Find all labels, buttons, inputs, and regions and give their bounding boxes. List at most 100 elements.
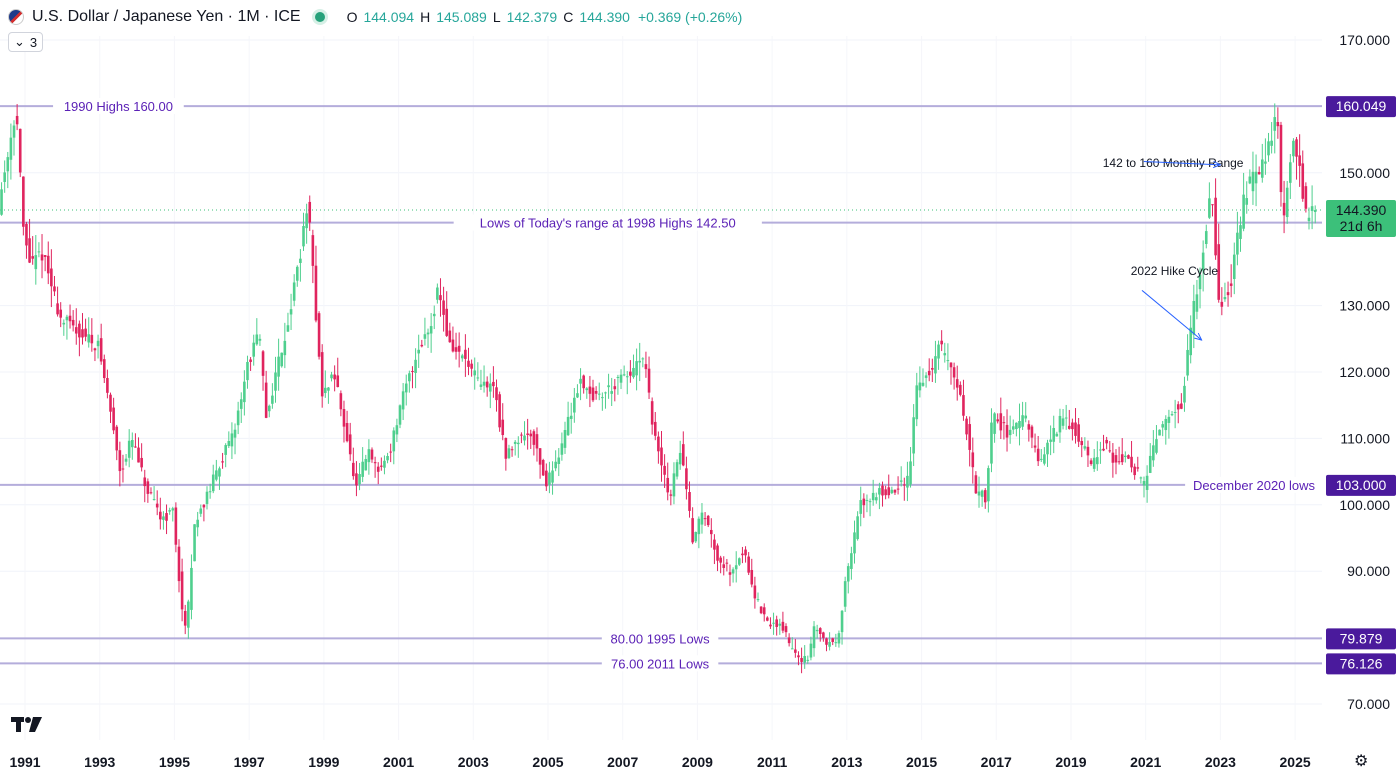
horizontal-levels bbox=[0, 105, 1322, 665]
candle bbox=[974, 471, 978, 494]
candle bbox=[532, 429, 536, 456]
candle-body bbox=[1245, 198, 1249, 205]
candle-body bbox=[1021, 415, 1024, 427]
candle bbox=[1024, 402, 1028, 423]
candle-body bbox=[809, 643, 813, 658]
candle-body bbox=[943, 353, 947, 356]
candle-body bbox=[781, 621, 785, 631]
candle bbox=[6, 151, 10, 189]
candle bbox=[246, 355, 249, 389]
candle bbox=[669, 489, 673, 506]
candle-body bbox=[258, 338, 262, 341]
candle bbox=[504, 437, 508, 471]
candle-body bbox=[59, 309, 63, 318]
time-tick-label: 1991 bbox=[9, 754, 40, 770]
candle bbox=[1248, 169, 1252, 185]
candle bbox=[417, 334, 420, 368]
indicators-toggle-button[interactable]: ⌄ 3 bbox=[8, 32, 44, 52]
price-axis[interactable]: 70.000 90.000 100.000 110.000 120.000 130.000… bbox=[1339, 32, 1390, 712]
candle bbox=[1176, 401, 1180, 424]
time-tick-label: 1997 bbox=[234, 754, 265, 770]
candle bbox=[34, 234, 38, 285]
candle-body bbox=[1002, 422, 1006, 424]
candle-body bbox=[815, 629, 819, 632]
candle bbox=[90, 318, 94, 352]
candle bbox=[171, 506, 175, 522]
candle-body bbox=[1201, 252, 1205, 271]
candle bbox=[700, 503, 704, 534]
candle-body bbox=[1127, 455, 1130, 459]
candle-body bbox=[68, 315, 72, 322]
candle-body bbox=[457, 345, 461, 352]
candle-body bbox=[352, 462, 355, 477]
candle bbox=[784, 623, 788, 638]
candle bbox=[295, 265, 299, 287]
candle bbox=[1260, 143, 1264, 183]
candle-body bbox=[426, 332, 430, 335]
candle-body bbox=[470, 363, 473, 369]
candle bbox=[1186, 334, 1189, 381]
candle-body bbox=[18, 128, 22, 173]
candle-body bbox=[1142, 481, 1146, 486]
candle bbox=[1204, 224, 1208, 249]
candle bbox=[616, 374, 620, 395]
candle bbox=[3, 160, 6, 193]
candle bbox=[927, 358, 931, 382]
usdjpy-flag-icon bbox=[8, 9, 24, 25]
candle bbox=[1192, 284, 1196, 349]
candle bbox=[853, 520, 856, 564]
candle-body bbox=[545, 470, 548, 487]
candle-body bbox=[386, 456, 389, 461]
candle bbox=[289, 293, 293, 330]
candle-body bbox=[582, 375, 585, 389]
candle-body bbox=[1133, 466, 1136, 476]
candle-body bbox=[1052, 428, 1056, 442]
candle-body bbox=[1211, 204, 1214, 206]
candle bbox=[121, 454, 125, 483]
candle bbox=[962, 379, 965, 421]
gear-icon[interactable]: ⚙ bbox=[1354, 753, 1369, 770]
candle bbox=[924, 372, 928, 388]
candle-body bbox=[476, 377, 480, 379]
symbol-title[interactable]: U.S. Dollar / Japanese Yen · 1M · ICE bbox=[32, 8, 301, 25]
candle-body bbox=[924, 375, 928, 378]
candle-body bbox=[510, 449, 514, 451]
candle bbox=[255, 318, 259, 346]
candle-body bbox=[987, 468, 990, 502]
candle-body bbox=[130, 439, 134, 448]
candle-body bbox=[1217, 244, 1221, 300]
market-status-icon[interactable] bbox=[314, 12, 325, 22]
candle-body bbox=[688, 492, 691, 511]
candle bbox=[233, 423, 237, 455]
candle bbox=[367, 439, 371, 475]
candle-body bbox=[685, 468, 688, 490]
candle-body bbox=[993, 413, 996, 434]
candle bbox=[230, 422, 234, 460]
candle-body bbox=[607, 385, 610, 388]
candle bbox=[1217, 223, 1221, 303]
candle bbox=[292, 274, 296, 307]
candle-body bbox=[697, 518, 701, 535]
candle bbox=[165, 504, 168, 535]
candle-body bbox=[311, 235, 315, 266]
candle bbox=[442, 286, 445, 332]
candle bbox=[915, 372, 919, 427]
candle bbox=[582, 374, 585, 394]
tradingview-logo-icon[interactable] bbox=[11, 716, 43, 739]
candle bbox=[115, 424, 119, 461]
candle-body bbox=[983, 490, 987, 503]
ohlc-values: O 144.094 H 145.089 L 142.379 C 144.390 +0.3… bbox=[347, 9, 743, 25]
time-axis[interactable]: 1991 1993 1995 1997 1999 2001 2003 2005 2007 2009… bbox=[9, 754, 1310, 770]
candle bbox=[703, 512, 707, 526]
candle-body bbox=[1099, 449, 1102, 451]
candle bbox=[205, 486, 209, 510]
candle bbox=[887, 474, 891, 499]
candle-body bbox=[1152, 445, 1155, 461]
candle bbox=[884, 485, 887, 500]
candle bbox=[118, 441, 122, 487]
candle-body bbox=[159, 511, 162, 520]
candle-body bbox=[1061, 418, 1065, 426]
candle bbox=[152, 486, 156, 501]
candle-body bbox=[517, 442, 520, 445]
